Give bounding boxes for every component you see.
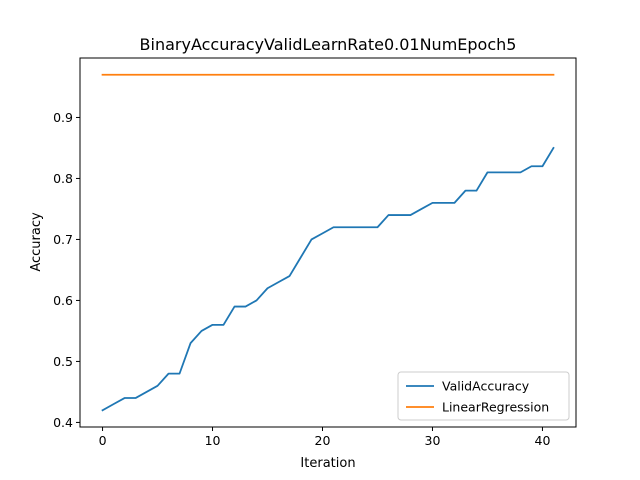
y-axis-label: Accuracy [29, 212, 44, 272]
series-line-validaccuracy [101, 146, 555, 412]
axes-frame [79, 57, 577, 428]
x-tick-label: 0 [99, 433, 107, 448]
chart-title: BinaryAccuracyValidLearnRate0.01NumEpoch… [140, 35, 517, 54]
y-tick-label: 0.5 [53, 354, 73, 369]
x-tick-label: 20 [315, 433, 331, 448]
legend-label-validaccuracy: ValidAccuracy [442, 379, 530, 394]
y-tick-label: 0.9 [53, 110, 73, 125]
x-tick-label: 40 [535, 433, 551, 448]
legend-box [397, 371, 570, 421]
x-tick-label: 30 [425, 433, 441, 448]
x-tick-label: 10 [205, 433, 221, 448]
legend-label-linearregression: LinearRegression [442, 400, 549, 415]
y-tick-label: 0.7 [53, 232, 73, 247]
y-tick-label: 0.4 [53, 415, 73, 430]
x-axis-label: Iteration [300, 456, 355, 471]
y-tick-label: 0.6 [53, 293, 73, 308]
y-tick-label: 0.8 [53, 171, 73, 186]
plot-area: 0 10 20 30 40 0.4 0.5 0.6 0.7 0.8 0.9 ValidAccuracy… [53, 57, 577, 448]
